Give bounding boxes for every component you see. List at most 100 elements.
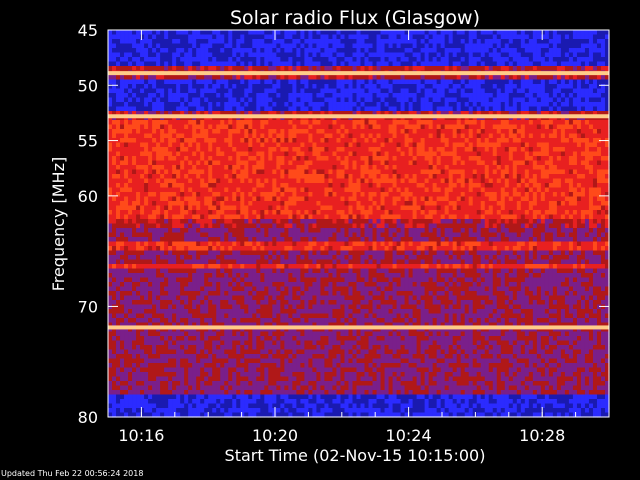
- heatmap-cell: [572, 97, 578, 103]
- heatmap-cell: [200, 156, 205, 162]
- heatmap-cell: [292, 138, 297, 144]
- heatmap-cell: [180, 75, 185, 81]
- heatmap-cell: [180, 57, 185, 63]
- heatmap-cell: [236, 169, 241, 175]
- heatmap-cell: [272, 75, 277, 81]
- heatmap-cell: [564, 102, 570, 108]
- heatmap-cell: [504, 196, 510, 202]
- heatmap-cell: [408, 30, 414, 36]
- heatmap-cell: [404, 57, 410, 63]
- heatmap-cell: [368, 79, 374, 85]
- heatmap-cell: [216, 174, 221, 180]
- heatmap-cell: [528, 201, 534, 207]
- heatmap-cell: [128, 97, 133, 103]
- heatmap-cell: [176, 142, 181, 148]
- heatmap-cell: [448, 106, 454, 112]
- heatmap-cell: [196, 174, 201, 180]
- heatmap-cell: [280, 43, 285, 49]
- heatmap-cell: [488, 84, 494, 90]
- heatmap-cell: [284, 174, 289, 180]
- heatmap-cell: [324, 124, 330, 130]
- heatmap-cell: [404, 88, 410, 94]
- heatmap-cell: [188, 93, 193, 99]
- heatmap-cell: [224, 61, 229, 67]
- heatmap-cell: [520, 66, 526, 72]
- heatmap-cell: [456, 66, 462, 72]
- heatmap-cell: [604, 39, 610, 45]
- heatmap-cell: [488, 102, 494, 108]
- heatmap-cell: [376, 106, 382, 112]
- heatmap-cell: [240, 66, 245, 72]
- heatmap-cell: [316, 205, 322, 211]
- heatmap-cell: [204, 129, 209, 135]
- heatmap-cell: [244, 151, 249, 157]
- heatmap-cell: [484, 30, 490, 36]
- heatmap-cell: [300, 102, 305, 108]
- heatmap-cell: [208, 120, 213, 126]
- heatmap-cell: [216, 133, 221, 139]
- heatmap-cell: [484, 160, 490, 166]
- heatmap-cell: [108, 147, 113, 153]
- heatmap-cell: [144, 106, 149, 112]
- heatmap-cell: [244, 79, 249, 85]
- heatmap-cell: [140, 133, 145, 139]
- heatmap-cell: [540, 75, 546, 81]
- heatmap-cell: [244, 183, 249, 189]
- heatmap-cell: [452, 133, 458, 139]
- heatmap-cell: [392, 52, 398, 58]
- heatmap-cell: [352, 93, 358, 99]
- heatmap-cell: [412, 106, 418, 112]
- heatmap-cell: [452, 160, 458, 166]
- heatmap-cell: [352, 106, 358, 112]
- heatmap-cell: [284, 57, 289, 63]
- heatmap-cell: [540, 39, 546, 45]
- heatmap-cell: [184, 201, 189, 207]
- heatmap-cell: [260, 147, 265, 153]
- heatmap-cell: [400, 102, 406, 108]
- heatmap-cell: [356, 129, 362, 135]
- heatmap-cell: [444, 169, 450, 175]
- heatmap-cell: [416, 205, 422, 211]
- heatmap-cell: [404, 183, 410, 189]
- heatmap-cell: [444, 133, 450, 139]
- heatmap-cell: [372, 57, 378, 63]
- heatmap-cell: [148, 138, 153, 144]
- heatmap-cell: [228, 165, 233, 171]
- heatmap-cell: [460, 178, 466, 184]
- heatmap-cell: [188, 124, 193, 130]
- heatmap-cell: [604, 106, 610, 112]
- heatmap-cell: [512, 165, 518, 171]
- heatmap-cell: [524, 133, 530, 139]
- heatmap-cell: [364, 79, 370, 85]
- heatmap-cell: [368, 84, 374, 90]
- heatmap-cell: [172, 183, 177, 189]
- heatmap-cell: [436, 61, 442, 67]
- heatmap-cell: [136, 57, 141, 63]
- heatmap-cell: [528, 142, 534, 148]
- heatmap-cell: [108, 84, 113, 90]
- heatmap-cell: [292, 192, 297, 198]
- heatmap-cell: [548, 88, 554, 94]
- heatmap-cell: [488, 183, 494, 189]
- heatmap-cell: [416, 111, 422, 117]
- heatmap-cell: [276, 156, 281, 162]
- heatmap-cell: [404, 39, 410, 45]
- heatmap-cell: [520, 106, 526, 112]
- heatmap-cell: [516, 165, 522, 171]
- heatmap-cell: [360, 79, 366, 85]
- heatmap-cell: [400, 147, 406, 153]
- heatmap-cell: [260, 66, 265, 72]
- heatmap-cell: [164, 79, 169, 85]
- heatmap-cell: [576, 138, 582, 144]
- heatmap-cell: [500, 133, 506, 139]
- heatmap-cell: [492, 57, 498, 63]
- heatmap-cell: [136, 129, 141, 135]
- heatmap-cell: [220, 106, 225, 112]
- heatmap-cell: [360, 183, 366, 189]
- heatmap-cell: [516, 79, 522, 85]
- heatmap-cell: [476, 129, 482, 135]
- heatmap-cell: [576, 93, 582, 99]
- heatmap-cell: [120, 129, 125, 135]
- heatmap-cell: [504, 75, 510, 81]
- heatmap-cell: [188, 169, 193, 175]
